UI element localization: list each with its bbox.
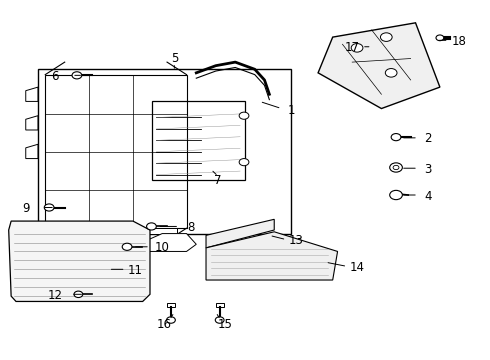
Text: 9: 9 — [22, 202, 29, 215]
Polygon shape — [138, 234, 196, 251]
Text: 2: 2 — [424, 132, 432, 145]
Text: 8: 8 — [188, 221, 195, 234]
Bar — [152, 102, 245, 180]
Bar — [45, 75, 187, 228]
Text: 12: 12 — [48, 288, 63, 302]
Circle shape — [122, 243, 132, 250]
Text: 15: 15 — [218, 318, 233, 331]
Polygon shape — [206, 232, 338, 280]
Circle shape — [385, 68, 397, 77]
Circle shape — [239, 158, 249, 166]
Circle shape — [74, 291, 83, 297]
Polygon shape — [318, 23, 440, 109]
Circle shape — [72, 72, 82, 79]
Text: 14: 14 — [349, 261, 365, 274]
Polygon shape — [26, 87, 38, 102]
Circle shape — [44, 204, 54, 211]
Bar — [167, 303, 175, 307]
Text: 10: 10 — [155, 241, 170, 255]
Circle shape — [239, 112, 249, 119]
Circle shape — [436, 35, 444, 41]
Text: 3: 3 — [424, 163, 431, 176]
Polygon shape — [9, 221, 150, 301]
Text: 11: 11 — [128, 264, 143, 276]
Text: 16: 16 — [157, 318, 172, 331]
Polygon shape — [206, 219, 274, 248]
Circle shape — [167, 317, 175, 323]
Text: 18: 18 — [452, 35, 467, 48]
Polygon shape — [55, 228, 109, 234]
Circle shape — [147, 223, 156, 230]
Polygon shape — [123, 228, 177, 234]
Circle shape — [380, 33, 392, 41]
Polygon shape — [26, 144, 38, 158]
Circle shape — [390, 190, 402, 200]
Text: 5: 5 — [171, 52, 178, 65]
Circle shape — [351, 44, 363, 52]
Text: 7: 7 — [215, 174, 222, 187]
Text: 6: 6 — [51, 70, 59, 83]
Polygon shape — [26, 116, 38, 130]
Circle shape — [391, 134, 401, 141]
Circle shape — [215, 317, 224, 323]
Text: 17: 17 — [344, 41, 360, 54]
Circle shape — [390, 163, 402, 172]
Bar — [38, 69, 291, 234]
Text: 1: 1 — [288, 104, 295, 117]
Bar — [216, 303, 223, 307]
Circle shape — [393, 165, 399, 170]
Text: 4: 4 — [424, 190, 432, 203]
Text: 13: 13 — [289, 234, 304, 247]
